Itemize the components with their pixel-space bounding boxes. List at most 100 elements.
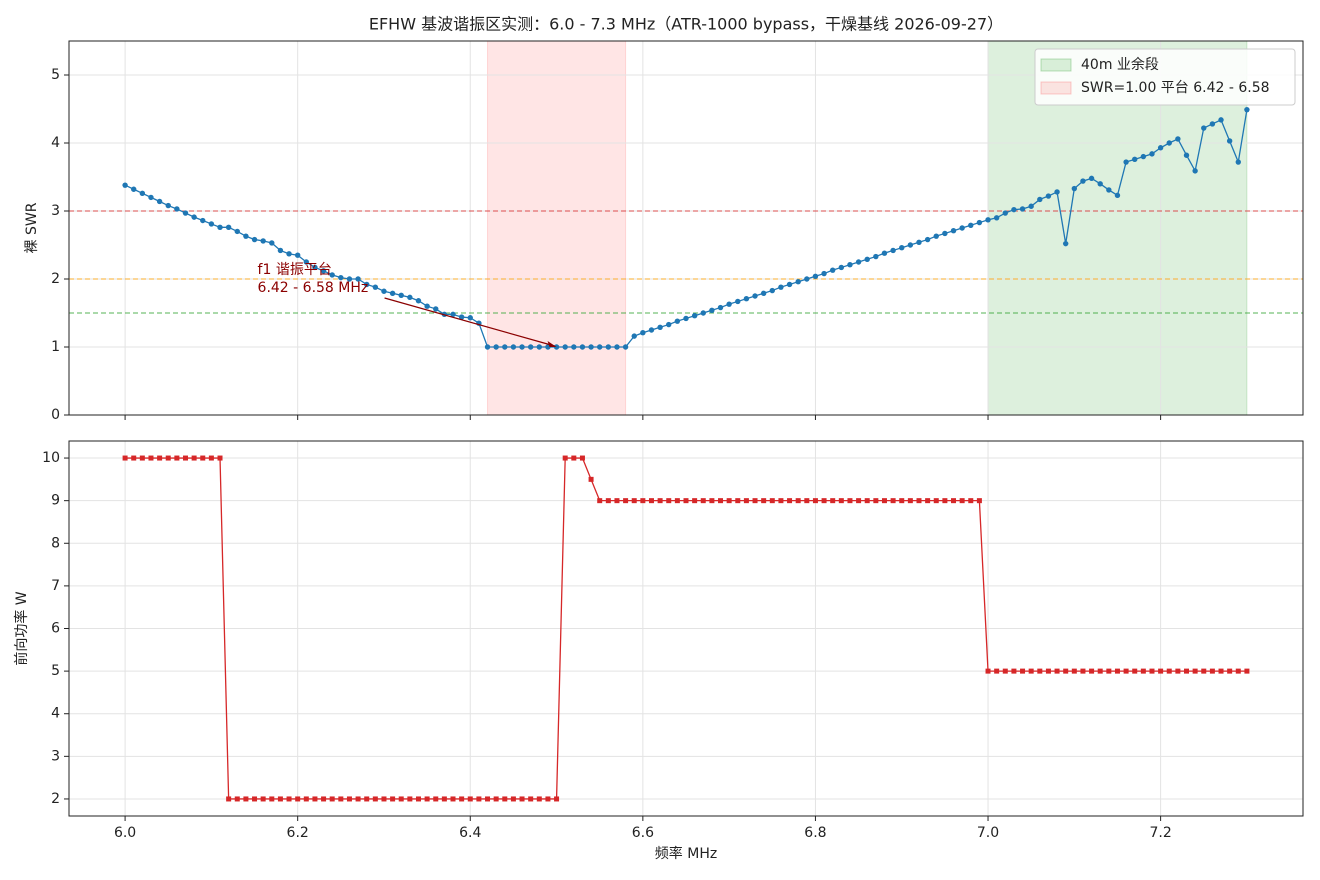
point: [760, 290, 767, 296]
point: [174, 455, 180, 461]
point: [234, 228, 240, 235]
point: [1088, 175, 1095, 182]
point: [778, 498, 784, 504]
point: [252, 796, 258, 802]
point: [1062, 240, 1069, 247]
point: [579, 455, 585, 461]
point: [182, 455, 188, 461]
chart-title: EFHW 基波谐振区实测：6.0 - 7.3 MHz（ATR-1000 bypa…: [369, 15, 1003, 34]
point: [907, 498, 913, 504]
point: [640, 330, 646, 336]
point: [838, 498, 844, 504]
point: [286, 796, 292, 802]
point: [519, 796, 525, 802]
point: [519, 344, 525, 350]
point: [786, 281, 793, 288]
point: [157, 455, 163, 461]
point: [743, 498, 749, 504]
point: [1114, 668, 1120, 674]
point: [752, 498, 758, 504]
point: [1054, 668, 1060, 674]
point: [1106, 668, 1112, 674]
point: [1140, 668, 1146, 674]
point: [234, 796, 240, 802]
point: [1037, 196, 1043, 203]
point: [1002, 210, 1008, 216]
point: [700, 310, 706, 316]
point: [355, 276, 361, 282]
point: [648, 327, 655, 333]
y-tick-label: 5: [51, 663, 60, 679]
point: [148, 194, 154, 201]
point: [208, 221, 215, 227]
y-axis-label: 裸 SWR: [24, 202, 40, 253]
point: [1175, 668, 1181, 674]
point: [631, 333, 637, 339]
point: [243, 233, 249, 239]
point: [269, 796, 275, 802]
point: [856, 498, 862, 504]
point: [346, 796, 352, 802]
point: [398, 292, 404, 299]
point: [226, 796, 232, 802]
point: [985, 668, 991, 674]
point: [709, 498, 715, 504]
point: [303, 796, 309, 802]
point: [1209, 121, 1216, 127]
point: [1054, 189, 1060, 195]
point: [571, 344, 577, 350]
annotation-text: 6.42 - 6.58 MHz: [258, 280, 369, 296]
point: [1209, 668, 1215, 674]
point: [812, 498, 818, 504]
point: [726, 301, 732, 307]
point: [510, 796, 516, 802]
y-axis-label: 前向功率 W: [13, 591, 30, 665]
point: [674, 318, 681, 324]
point: [545, 796, 551, 802]
legend-label: SWR=1.00 平台 6.42 - 6.58: [1081, 80, 1270, 96]
point: [493, 796, 499, 802]
point: [1244, 106, 1250, 113]
point: [1002, 668, 1008, 674]
point: [338, 274, 344, 281]
point: [277, 247, 284, 254]
y-tick-label: 1: [51, 339, 60, 355]
point: [329, 272, 335, 278]
y-tick-label: 2: [51, 791, 60, 807]
point: [726, 498, 732, 504]
point: [398, 796, 404, 802]
point: [1244, 668, 1250, 674]
point: [389, 290, 396, 296]
point: [407, 294, 413, 301]
point: [855, 259, 862, 265]
point: [1227, 668, 1233, 674]
y-tick-label: 7: [51, 578, 60, 594]
point: [864, 498, 870, 504]
point: [925, 498, 931, 504]
point: [631, 498, 637, 504]
point: [320, 268, 327, 274]
point: [536, 344, 543, 350]
point: [433, 306, 439, 312]
y-tick-label: 8: [51, 535, 60, 551]
point: [769, 287, 775, 294]
point: [562, 455, 568, 461]
point: [1132, 156, 1138, 163]
point: [804, 276, 810, 282]
point: [1140, 153, 1147, 160]
point: [804, 498, 810, 504]
point: [1028, 668, 1034, 674]
point: [200, 217, 206, 224]
point: [968, 498, 974, 504]
point: [407, 796, 413, 802]
point: [139, 190, 146, 197]
point: [622, 344, 629, 350]
point: [873, 498, 879, 504]
point: [312, 796, 318, 802]
point: [933, 498, 939, 504]
point: [364, 796, 370, 802]
point: [1157, 145, 1164, 151]
point: [1132, 668, 1138, 674]
point: [1123, 668, 1129, 674]
point: [976, 219, 983, 226]
